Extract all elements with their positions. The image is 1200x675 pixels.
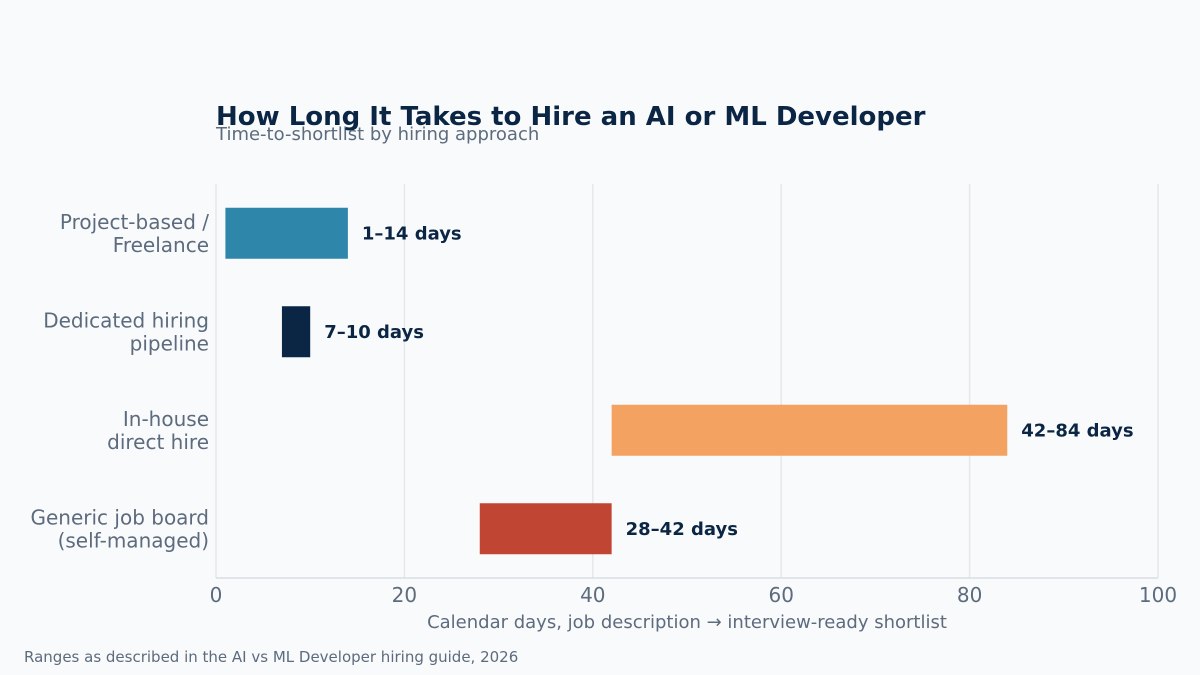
labels-layer: 0 20 40 60 80 100 1–14 days Project-based / Free… [30, 210, 1177, 607]
range-bar [281, 306, 311, 358]
category-label-line: Dedicated hiring [43, 308, 209, 332]
bar-value-label: 42–84 days [1021, 420, 1133, 441]
category-label: Generic job board (self-managed) [30, 505, 209, 552]
category-label-line: Generic job board [30, 505, 209, 529]
x-axis-label: Calendar days, job description → intervi… [427, 612, 947, 633]
x-tick-label: 60 [768, 583, 793, 607]
chart-subtitle: Time-to-shortlist by hiring approach [215, 124, 539, 145]
x-tick-label: 20 [392, 583, 417, 607]
category-label-line: pipeline [130, 331, 209, 355]
category-label: Dedicated hiring pipeline [43, 308, 209, 355]
bar-value-label: 28–42 days [626, 519, 738, 540]
range-bar [225, 207, 348, 259]
category-label-line: Project-based / [60, 210, 209, 234]
category-label-line: In-house [123, 407, 209, 431]
footnote: Ranges as described in the AI vs ML Deve… [24, 648, 518, 666]
category-label: Project-based / Freelance [60, 210, 209, 257]
x-tick-label: 40 [580, 583, 605, 607]
category-label-line: (self-managed) [58, 528, 209, 552]
chart-title: How Long It Takes to Hire an AI or ML De… [216, 102, 926, 132]
range-bar [611, 404, 1008, 456]
x-tick-label: 80 [957, 583, 982, 607]
category-label: In-house direct hire [107, 407, 209, 454]
bars-layer [225, 207, 1008, 555]
x-tick-label: 0 [210, 583, 223, 607]
category-label-line: direct hire [107, 430, 209, 454]
bar-value-label: 7–10 days [324, 322, 424, 343]
grid-layer [215, 184, 1159, 579]
range-bar [479, 503, 612, 555]
category-label-line: Freelance [113, 233, 209, 257]
bar-value-label: 1–14 days [362, 223, 462, 244]
x-tick-label: 100 [1139, 583, 1177, 607]
